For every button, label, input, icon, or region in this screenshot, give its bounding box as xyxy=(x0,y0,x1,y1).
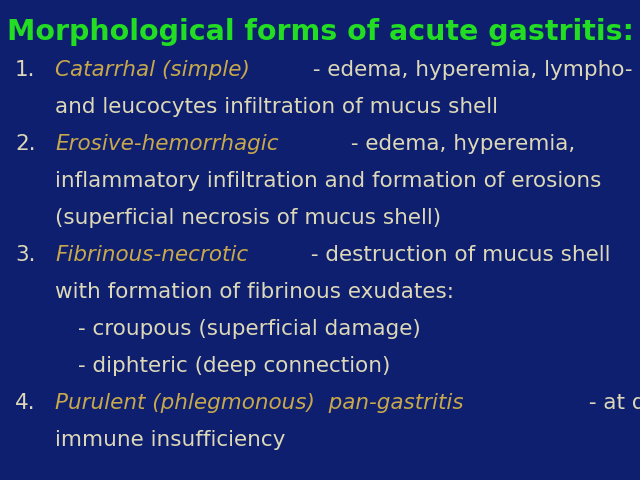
Text: Erosive-hemorrhagic: Erosive-hemorrhagic xyxy=(55,134,278,154)
Text: with formation of fibrinous exudates:: with formation of fibrinous exudates: xyxy=(55,282,454,302)
Text: Morphological forms of acute gastritis:: Morphological forms of acute gastritis: xyxy=(6,18,634,46)
Text: 3.: 3. xyxy=(15,245,35,265)
Text: - diphteric (deep connection): - diphteric (deep connection) xyxy=(78,356,390,376)
Text: inflammatory infiltration and formation of erosions: inflammatory infiltration and formation … xyxy=(55,171,602,191)
Text: 2.: 2. xyxy=(15,134,36,154)
Text: Purulent (phlegmonous)  pan-gastritis: Purulent (phlegmonous) pan-gastritis xyxy=(55,393,463,413)
Text: Catarrhal (simple): Catarrhal (simple) xyxy=(55,60,250,80)
Text: 4.: 4. xyxy=(15,393,36,413)
Text: 1.: 1. xyxy=(15,60,35,80)
Text: - edema, hyperemia,: - edema, hyperemia, xyxy=(344,134,575,154)
Text: (superficial necrosis of mucus shell): (superficial necrosis of mucus shell) xyxy=(55,208,441,228)
Text: Fibrinous-necrotic: Fibrinous-necrotic xyxy=(55,245,248,265)
Text: - at deep: - at deep xyxy=(582,393,640,413)
Text: and leucocytes infiltration of mucus shell: and leucocytes infiltration of mucus she… xyxy=(55,97,498,117)
Text: immune insufficiency: immune insufficiency xyxy=(55,430,285,450)
Text: - croupous (superficial damage): - croupous (superficial damage) xyxy=(78,319,420,339)
Text: - edema, hyperemia, lympho-: - edema, hyperemia, lympho- xyxy=(307,60,633,80)
Text: - destruction of mucus shell: - destruction of mucus shell xyxy=(305,245,611,265)
